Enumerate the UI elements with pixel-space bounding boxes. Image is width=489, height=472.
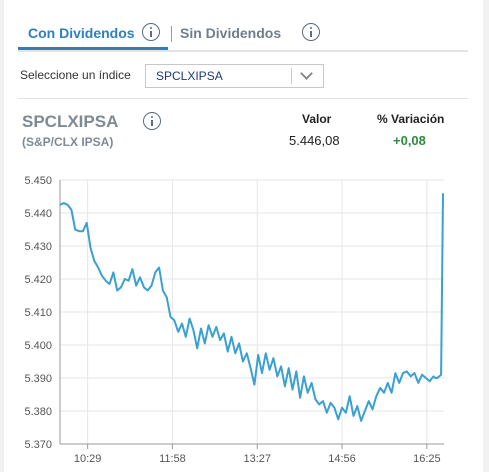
divider bbox=[18, 98, 468, 99]
select-divider bbox=[291, 68, 292, 84]
index-select-value: SPCLXIPSA bbox=[156, 69, 223, 83]
tab-sin-dividendos[interactable]: Sin Dividendos bbox=[176, 18, 326, 48]
tab-label: Con Dividendos bbox=[28, 24, 135, 41]
valor-header: Valor bbox=[302, 112, 332, 126]
index-select[interactable]: SPCLXIPSA bbox=[145, 64, 324, 88]
variacion-header: % Variación bbox=[377, 112, 445, 126]
x-tick-label: 10:29 bbox=[74, 453, 102, 465]
tab-con-dividendos[interactable]: Con Dividendos bbox=[18, 18, 168, 50]
y-tick-label: 5.390 bbox=[24, 373, 52, 385]
tab-label: Sin Dividendos bbox=[180, 25, 282, 41]
x-tick-label: 16:25 bbox=[413, 453, 441, 465]
x-tick-label: 14:56 bbox=[328, 453, 356, 465]
index-panel: Con Dividendos Sin Dividendos Seleccione… bbox=[4, 0, 483, 472]
y-tick-label: 5.450 bbox=[24, 175, 52, 187]
x-tick-label: 13:27 bbox=[243, 453, 271, 465]
intraday-line-chart: 5.450 5.440 5.430 5.420 5.410 5.400 5.390 5.380… bbox=[24, 175, 444, 465]
tab-bar: Con Dividendos Sin Dividendos bbox=[18, 18, 468, 52]
x-tick-label: 11:58 bbox=[159, 453, 186, 465]
index-name: (S&P/CLX IPSA) bbox=[22, 135, 114, 149]
y-tick-label: 5.420 bbox=[24, 274, 52, 286]
y-tick-label: 5.430 bbox=[24, 241, 52, 253]
index-selector-label: Seleccione un índice bbox=[20, 68, 131, 82]
variacion-value: +0,08 bbox=[393, 133, 426, 148]
y-tick-label: 5.380 bbox=[24, 406, 52, 418]
y-tick-label: 5.370 bbox=[24, 439, 52, 451]
y-tick-label: 5.400 bbox=[24, 340, 52, 352]
info-icon[interactable] bbox=[143, 112, 161, 130]
index-symbol: SPCLXIPSA bbox=[22, 112, 119, 131]
info-icon[interactable] bbox=[142, 23, 160, 41]
chevron-down-icon[interactable] bbox=[300, 67, 313, 80]
info-icon[interactable] bbox=[302, 23, 320, 41]
tab-divider bbox=[171, 26, 172, 42]
y-tick-label: 5.440 bbox=[24, 208, 52, 220]
series-line bbox=[59, 193, 444, 422]
y-tick-label: 5.410 bbox=[24, 307, 52, 319]
valor-value: 5.446,08 bbox=[289, 133, 340, 148]
